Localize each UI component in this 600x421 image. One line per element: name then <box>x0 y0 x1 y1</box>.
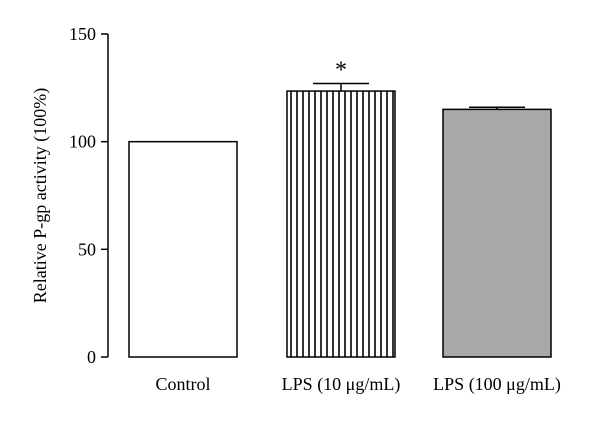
y-tick-label: 100 <box>69 132 96 152</box>
x-tick-label: LPS (10 μg/mL) <box>282 374 401 395</box>
bars: * <box>128 58 552 358</box>
bar <box>286 90 396 358</box>
bar <box>128 140 238 358</box>
y-axis: 0 50 100 150 <box>69 24 109 367</box>
y-tick-label: 0 <box>87 347 96 367</box>
y-tick-label: 150 <box>69 24 96 44</box>
x-tick-label: LPS (100 μg/mL) <box>433 374 561 395</box>
bar <box>442 108 552 358</box>
y-axis-label: Relative P-gp activity (100%) <box>30 88 51 303</box>
x-axis-labels: Control LPS (10 μg/mL) LPS (100 μg/mL) <box>155 374 560 395</box>
significance-marker: * <box>335 58 347 84</box>
x-tick-label: Control <box>155 374 210 394</box>
y-tick-label: 50 <box>78 239 96 259</box>
